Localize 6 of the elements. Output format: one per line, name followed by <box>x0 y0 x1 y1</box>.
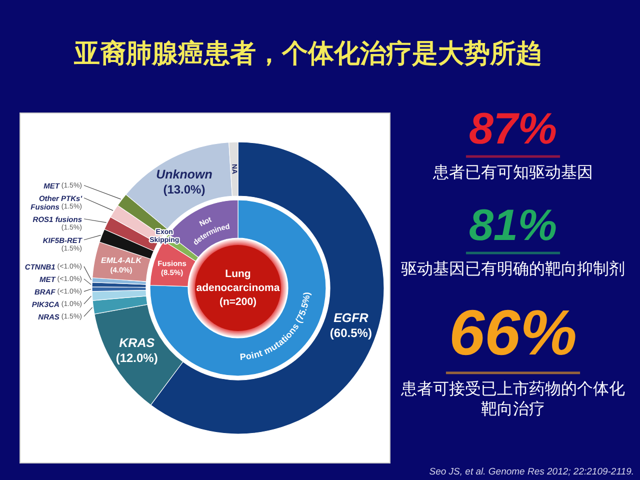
big-figure: 81% <box>468 201 558 250</box>
title: 亚裔肺腺癌患者，个体化治疗是大势所趋 <box>74 38 542 68</box>
big-figure: 66% <box>448 296 578 369</box>
center-label: Lung adenocarcinoma (n=200) <box>196 268 280 308</box>
footnote: Seo JS, et al. Genome Res 2012; 22:2109-2119. <box>429 466 634 478</box>
big-figure: 87% <box>468 104 558 154</box>
